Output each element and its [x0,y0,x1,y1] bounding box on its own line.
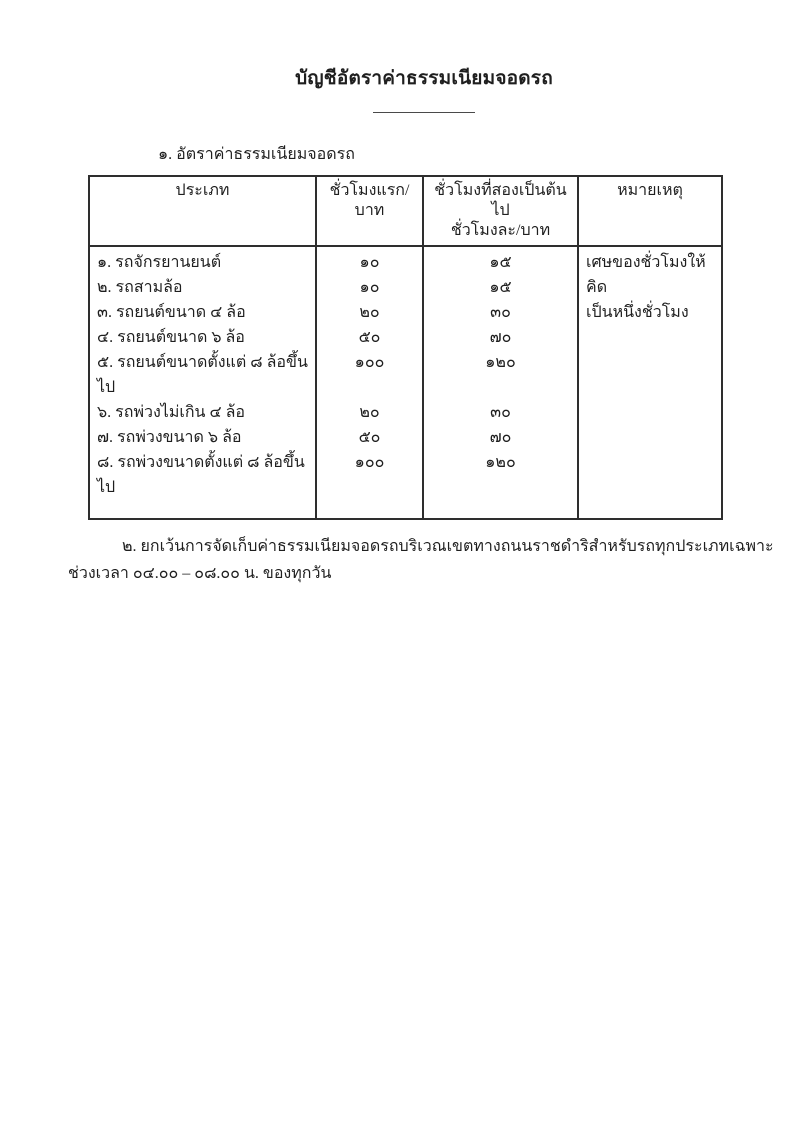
table-spacer-row [88,500,722,519]
table-row: ๖. รถพ่วงไม่เกิน ๔ ล้อ ๒๐ ๓๐ [88,400,722,425]
subsequent-hours-cell: ๗๐ [422,425,579,450]
empty-cell [422,500,579,519]
parking-fee-table: ประเภท ชั่วโมงแรก/บาท ชั่วโมงที่สองเป็นต… [88,175,723,520]
table-row: ๓. รถยนต์ขนาด ๔ ล้อ ๒๐ ๓๐ [88,300,722,325]
title-divider [373,112,475,113]
vehicle-type-cell: ๖. รถพ่วงไม่เกิน ๔ ล้อ [88,400,317,425]
remark-cell: เศษของชั่วโมงให้คิด เป็นหนึ่งชั่วโมง [577,246,723,519]
vehicle-type-cell: ๔. รถยนต์ขนาด ๖ ล้อ [88,325,317,350]
subsequent-hours-cell: ๗๐ [422,325,579,350]
page-title: บัญชีอัตราค่าธรรมเนียมจอดรถ [295,68,553,89]
subsequent-hours-cell: ๑๕ [422,275,579,300]
subsequent-hours-cell: ๑๕ [422,246,579,275]
table-row: ๕. รถยนต์ขนาดตั้งแต่ ๘ ล้อขึ้นไป ๑๐๐ ๑๒๐ [88,350,722,400]
empty-cell [315,500,424,519]
vehicle-type-cell: ๘. รถพ่วงขนาดตั้งแต่ ๘ ล้อขึ้นไป [88,450,317,500]
table-row: ๒. รถสามล้อ ๑๐ ๑๕ [88,275,722,300]
vehicle-type-cell: ๑. รถจักรยานยนต์ [88,246,317,275]
subsequent-hours-cell: ๑๒๐ [422,350,579,400]
subsequent-hours-cell: ๓๐ [422,400,579,425]
first-hour-cell: ๑๐ [315,246,424,275]
first-hour-cell: ๕๐ [315,425,424,450]
first-hour-cell: ๑๐ [315,275,424,300]
subsequent-hours-cell: ๑๒๐ [422,450,579,500]
first-hour-cell: ๒๐ [315,300,424,325]
vehicle-type-cell: ๓. รถยนต์ขนาด ๔ ล้อ [88,300,317,325]
table-row: ๑. รถจักรยานยนต์ ๑๐ ๑๕ เศษของชั่วโมงให้ค… [88,246,723,519]
vehicle-type-cell: ๕. รถยนต์ขนาดตั้งแต่ ๘ ล้อขึ้นไป [88,350,317,400]
table-header-row: ประเภท ชั่วโมงแรก/บาท ชั่วโมงที่สองเป็นต… [88,175,723,247]
vehicle-type-cell: ๒. รถสามล้อ [88,275,317,300]
vehicle-type-cell: ๗. รถพ่วงขนาด ๖ ล้อ [88,425,317,450]
empty-cell [88,500,317,519]
first-hour-cell: ๒๐ [315,400,424,425]
section-1-heading: ๑. อัตราค่าธรรมเนียมจอดรถ [158,146,355,163]
section-2-paragraph: ๒. ยกเว้นการจัดเก็บค่าธรรมเนียมจอดรถบริเ… [68,538,774,582]
table-row: ๗. รถพ่วงขนาด ๖ ล้อ ๕๐ ๗๐ [88,425,722,450]
table-row: ๘. รถพ่วงขนาดตั้งแต่ ๘ ล้อขึ้นไป ๑๐๐ ๑๒๐ [88,450,722,500]
column-header-first-hour: ชั่วโมงแรก/บาท [315,175,424,247]
column-header-type: ประเภท [88,175,317,247]
column-header-remark: หมายเหตุ [577,175,723,247]
column-header-subsequent-hours: ชั่วโมงที่สองเป็นต้นไป ชั่วโมงละ/บาท [422,175,579,247]
subsequent-hours-cell: ๓๐ [422,300,579,325]
first-hour-cell: ๑๐๐ [315,350,424,400]
first-hour-cell: ๑๐๐ [315,450,424,500]
table-row: ๔. รถยนต์ขนาด ๖ ล้อ ๕๐ ๗๐ [88,325,722,350]
document-content: บัญชีอัตราค่าธรรมเนียมจอดรถ ๑. อัตราค่าธ… [68,0,780,587]
first-hour-cell: ๕๐ [315,325,424,350]
